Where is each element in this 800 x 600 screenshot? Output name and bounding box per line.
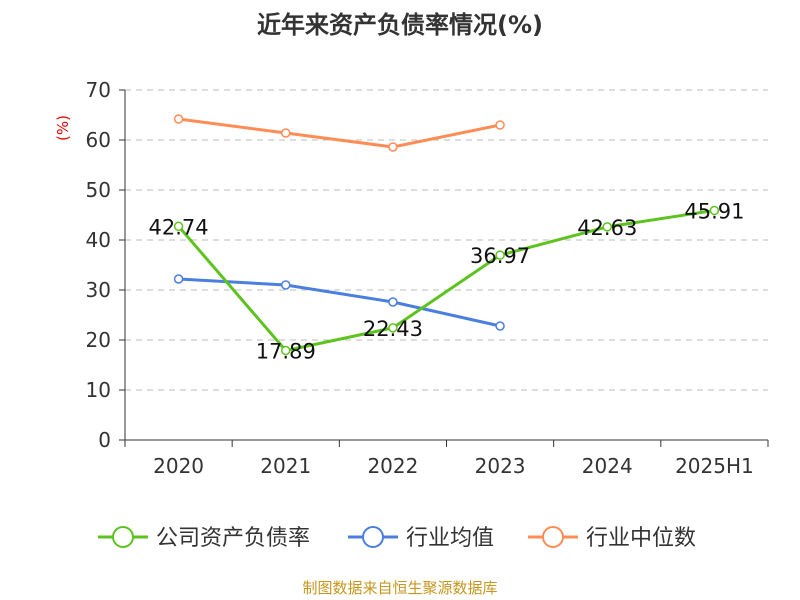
data-point	[602, 222, 612, 232]
data-label: 45.91	[684, 199, 744, 223]
legend-marker	[542, 526, 564, 548]
y-axis-label: (%)	[54, 115, 72, 141]
y-tick-label: 0	[98, 428, 111, 452]
data-point	[173, 114, 184, 124]
x-tick-label: 2024	[582, 454, 633, 478]
y-tick-label: 30	[86, 278, 111, 302]
legend-label: 行业中位数	[586, 526, 696, 551]
x-tick-label: 2021	[260, 454, 311, 478]
data-label: 22.43	[363, 317, 423, 341]
legend-marker	[112, 526, 134, 548]
data-point	[281, 280, 291, 290]
x-tick-label: 2022	[367, 454, 418, 478]
data-point	[388, 323, 398, 333]
data-label: 42.63	[577, 216, 637, 240]
y-tick-label: 70	[86, 78, 111, 102]
data-point	[173, 274, 184, 284]
y-tick-label: 10	[86, 378, 111, 402]
data-point	[281, 345, 291, 356]
data-point	[281, 128, 291, 138]
data-label: 36.97	[470, 244, 530, 268]
series-line	[178, 277, 501, 328]
chart-title: 近年来资产负债率情况(%)	[257, 11, 543, 39]
source-note: 制图数据来自恒生聚源数据库	[302, 579, 497, 597]
data-point	[709, 205, 720, 216]
data-point	[173, 221, 184, 232]
legend-marker	[362, 526, 384, 548]
data-point	[495, 120, 505, 130]
data-label: 42.74	[149, 215, 209, 239]
y-tick-label: 20	[86, 328, 111, 352]
data-point	[388, 297, 398, 307]
x-tick-label: 2020	[153, 454, 204, 478]
series-line	[178, 117, 501, 149]
y-tick-label: 40	[86, 228, 111, 252]
data-label: 17.89	[256, 340, 316, 364]
x-tick-label: 2023	[475, 454, 526, 478]
y-tick-label: 50	[86, 178, 111, 202]
legend-label: 行业均值	[406, 526, 494, 551]
legend-label: 公司资产负债率	[156, 526, 310, 551]
series-line	[177, 208, 715, 353]
data-point	[388, 142, 398, 152]
x-tick-label: 2025H1	[675, 454, 754, 478]
data-point	[495, 321, 505, 331]
y-tick-label: 60	[86, 128, 111, 152]
data-point	[495, 250, 505, 260]
